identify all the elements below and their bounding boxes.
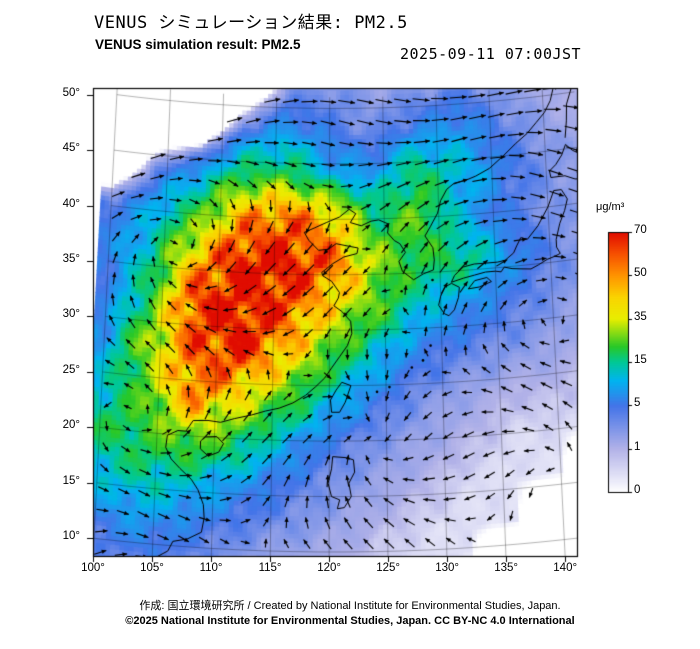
lon-tick-label: 130° — [435, 562, 460, 574]
colorbar-tick-label: 1 — [634, 440, 641, 453]
lat-tick-label: 10° — [62, 530, 80, 543]
lat-tick-label: 50° — [62, 86, 80, 99]
copyright-line: ©2025 National Institute for Environment… — [125, 615, 575, 627]
colorbar-unit-label: μg/m³ — [596, 201, 625, 213]
lon-tick-label: 120° — [317, 562, 341, 574]
lon-tick-label: 100° — [81, 562, 105, 574]
lon-tick-label: 135° — [494, 562, 519, 574]
lat-tick-label: 35° — [62, 253, 80, 265]
colorbar-tick-label: 50 — [634, 267, 647, 280]
lat-tick-label: 40° — [62, 197, 80, 210]
title-japanese: VENUS シミュレーション結果: PM2.5 — [94, 13, 408, 33]
colorbar-tick-label: 0 — [634, 484, 641, 496]
lat-tick-label: 30° — [62, 308, 80, 321]
lat-tick-label: 20° — [62, 419, 80, 432]
lon-tick-label: 140° — [553, 562, 578, 574]
lat-tick-label: 25° — [62, 363, 80, 376]
lon-tick-label: 125° — [376, 562, 400, 574]
colorbar-tick-label: 5 — [634, 397, 641, 410]
lon-tick-label: 105° — [140, 562, 164, 574]
title-english: VENUS simulation result: PM2.5 — [95, 37, 301, 52]
colorbar-tick-label: 35 — [634, 310, 647, 323]
lat-tick-label: 15° — [62, 474, 80, 487]
colorbar-tick-label: 15 — [634, 354, 647, 366]
lon-tick-label: 115° — [258, 562, 282, 574]
credit-line: 作成: 国立環境研究所 / Created by National Instit… — [139, 600, 561, 612]
lon-tick-label: 110° — [199, 562, 223, 574]
lat-tick-label: 45° — [62, 142, 80, 155]
colorbar-tick-label: 70 — [634, 224, 647, 236]
timestamp: 2025-09-11 07:00JST — [400, 45, 582, 63]
